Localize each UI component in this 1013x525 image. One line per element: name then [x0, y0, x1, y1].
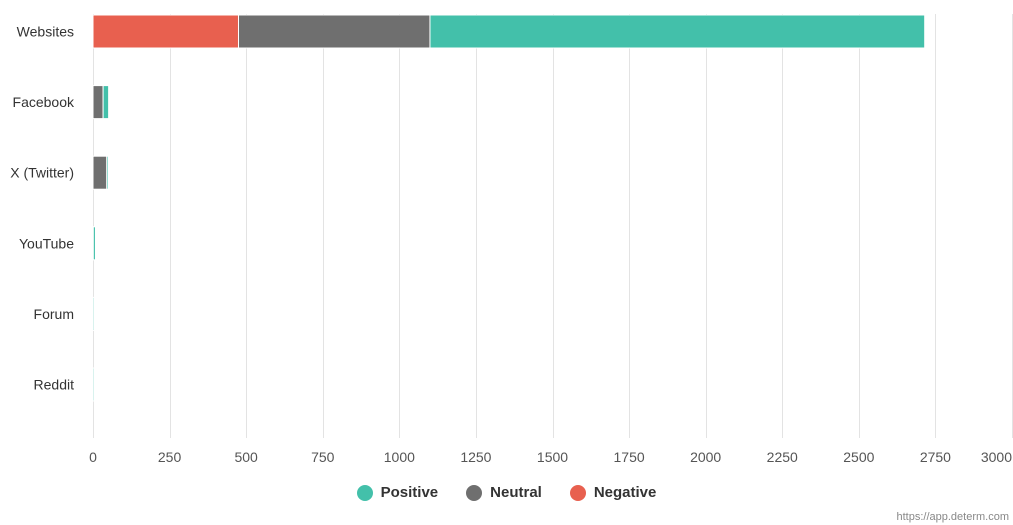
x-tick-label-2750: 2750	[920, 449, 951, 465]
stacked-bar-chart: 0 250 500 750 1000 1250 1500 1750 2000 2250 2500 27…	[10, 14, 1013, 465]
legend-label-neutral: Neutral	[490, 484, 542, 501]
category-label-3: YouTube	[19, 235, 74, 251]
x-tick-label-0: 0	[89, 449, 97, 465]
legend: Positive Neutral Negative	[0, 484, 1013, 501]
x-tick-label-2500: 2500	[843, 449, 874, 465]
x-tick-label-1000: 1000	[384, 449, 415, 465]
legend-label-positive: Positive	[380, 484, 439, 501]
x-tick-label-1500: 1500	[537, 449, 568, 465]
category-label-2: X (Twitter)	[10, 165, 74, 181]
bar-neutral-0[interactable]	[238, 14, 431, 49]
legend-swatch-neutral	[466, 484, 483, 501]
x-tick-label-1750: 1750	[614, 449, 645, 465]
category-label-0: Websites	[17, 24, 74, 40]
source-credit: https://app.determ.com	[896, 511, 1010, 523]
x-tick-label-2250: 2250	[767, 449, 798, 465]
bar-segments	[92, 14, 926, 402]
bar-neutral-2[interactable]	[92, 155, 108, 190]
category-labels: Websites Facebook X (Twitter) YouTube Forum R…	[10, 24, 75, 393]
legend-swatch-positive	[356, 484, 373, 501]
legend-label-negative: Negative	[593, 484, 657, 501]
bar-positive-3[interactable]	[92, 226, 96, 261]
x-tick-label-2000: 2000	[690, 449, 721, 465]
category-label-5: Reddit	[34, 377, 75, 393]
bar-positive-5[interactable]	[92, 367, 95, 402]
category-label-1: Facebook	[13, 94, 75, 110]
x-tick-label-500: 500	[234, 449, 258, 465]
legend-swatch-negative	[569, 484, 586, 501]
x-tick-label-250: 250	[158, 449, 182, 465]
x-tick-label-750: 750	[311, 449, 335, 465]
bar-negative-0[interactable]	[92, 14, 240, 49]
bar-positive-2[interactable]	[106, 155, 109, 190]
bar-neutral-1[interactable]	[92, 85, 104, 120]
category-label-4: Forum	[34, 306, 74, 322]
gridlines	[93, 14, 1013, 438]
x-tick-label-1250: 1250	[460, 449, 491, 465]
legend-item-neutral[interactable]: Neutral	[466, 484, 542, 501]
x-axis-tick-labels: 0 250 500 750 1000 1250 1500 1750 2000 2250 2500 27…	[89, 449, 1012, 465]
bar-positive-4[interactable]	[92, 296, 95, 331]
bar-positive-0[interactable]	[429, 14, 926, 49]
bar-positive-1[interactable]	[102, 85, 110, 120]
x-tick-label-3000: 3000	[981, 449, 1012, 465]
legend-item-positive[interactable]: Positive	[356, 484, 439, 501]
legend-item-negative[interactable]: Negative	[569, 484, 657, 501]
